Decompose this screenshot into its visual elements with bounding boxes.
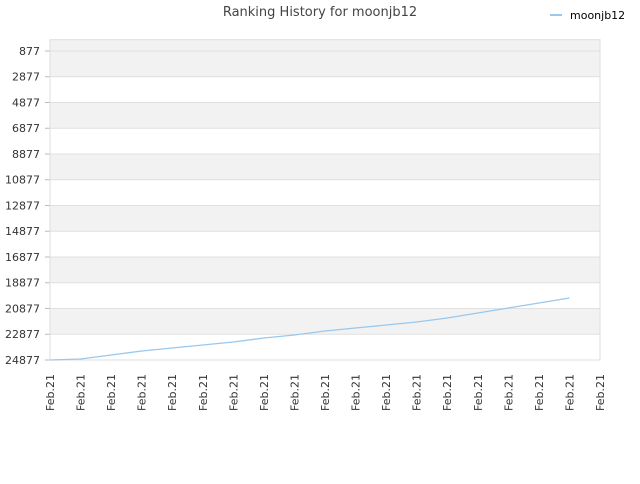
plot-band <box>50 179 600 206</box>
plot-band <box>50 76 600 103</box>
x-tick-label: Feb.21 <box>75 374 88 411</box>
x-tick-label: Feb.21 <box>44 374 57 411</box>
plot-band <box>50 153 600 180</box>
x-tick-label: Feb.21 <box>502 374 515 411</box>
x-tick-label: Feb.21 <box>197 374 210 411</box>
x-tick-label: Feb.21 <box>105 374 118 411</box>
x-tick-label: Feb.21 <box>563 374 576 411</box>
y-tick-label: 4877 <box>12 96 40 109</box>
x-tick-label: Feb.21 <box>350 374 363 411</box>
y-tick-label: 10877 <box>5 174 40 187</box>
x-tick-label: Feb.21 <box>319 374 332 411</box>
x-tick-label: Feb.21 <box>472 374 485 411</box>
y-tick-label: 18877 <box>5 277 40 290</box>
plot-border <box>49 39 601 361</box>
plot-band <box>50 231 600 257</box>
x-tick-label: Feb.21 <box>166 374 179 411</box>
x-tick-label: Feb.21 <box>136 374 149 411</box>
plot-band <box>50 256 600 283</box>
plot-band <box>50 50 600 77</box>
y-tick-label: 14877 <box>5 225 40 238</box>
y-tick-label: 22877 <box>5 328 40 341</box>
legend-label: moonjb12 <box>570 9 625 22</box>
x-tick-label: Feb.21 <box>380 374 393 411</box>
y-tick-label: 2877 <box>12 71 40 84</box>
plot-band <box>50 308 600 335</box>
y-tick-label: 12877 <box>5 199 40 212</box>
x-tick-label: Feb.21 <box>533 374 546 411</box>
x-tick-label: Feb.21 <box>594 374 607 411</box>
chart-title: Ranking History for moonjb12 <box>223 5 417 20</box>
plot-band <box>50 282 600 309</box>
y-tick-label: 24877 <box>5 354 40 367</box>
plot-band <box>50 39 600 51</box>
x-tick-label: Feb.21 <box>441 374 454 411</box>
y-tick-label: 20877 <box>5 302 40 315</box>
plot-band <box>50 128 600 154</box>
series-line <box>49 297 570 361</box>
plot-band <box>50 102 600 129</box>
plot-band <box>50 205 600 232</box>
x-tick-label: Feb.21 <box>227 374 240 411</box>
y-tick-label: 16877 <box>5 251 40 264</box>
x-tick-label: Feb.21 <box>288 374 301 411</box>
x-tick-label: Feb.21 <box>258 374 271 411</box>
y-tick-label: 8877 <box>12 148 40 161</box>
y-tick-label: 6877 <box>12 122 40 135</box>
plot-band <box>50 334 600 360</box>
y-tick-label: 877 <box>19 45 40 58</box>
x-tick-label: Feb.21 <box>411 374 424 411</box>
